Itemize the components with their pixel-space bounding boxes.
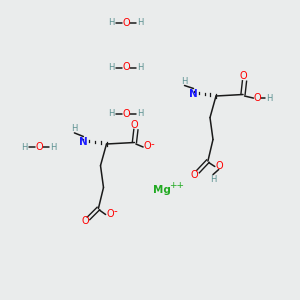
Text: ++: ++ <box>169 182 184 190</box>
Text: Mg: Mg <box>153 184 171 195</box>
Text: -: - <box>113 206 117 217</box>
Text: O: O <box>215 160 223 171</box>
Text: -: - <box>151 139 154 149</box>
Text: O: O <box>106 209 114 219</box>
Text: O: O <box>122 109 130 119</box>
Text: O: O <box>190 169 198 180</box>
Text: H: H <box>108 18 115 27</box>
Text: H: H <box>137 18 144 27</box>
Text: O: O <box>122 62 130 73</box>
Text: O: O <box>254 93 262 103</box>
Text: H: H <box>181 76 188 85</box>
Text: H: H <box>71 124 78 133</box>
Text: H: H <box>50 142 57 152</box>
Text: H: H <box>210 175 216 184</box>
Text: O: O <box>144 141 152 152</box>
Text: H: H <box>108 110 115 118</box>
Text: O: O <box>81 216 89 226</box>
Text: O: O <box>35 142 43 152</box>
Text: H: H <box>266 94 272 103</box>
Text: N: N <box>189 89 198 99</box>
Text: O: O <box>239 71 247 81</box>
Text: O: O <box>122 17 130 28</box>
Text: N: N <box>79 137 88 147</box>
Text: H: H <box>137 110 144 118</box>
Text: H: H <box>108 63 115 72</box>
Text: O: O <box>130 120 138 130</box>
Text: H: H <box>137 63 144 72</box>
Text: H: H <box>21 142 28 152</box>
